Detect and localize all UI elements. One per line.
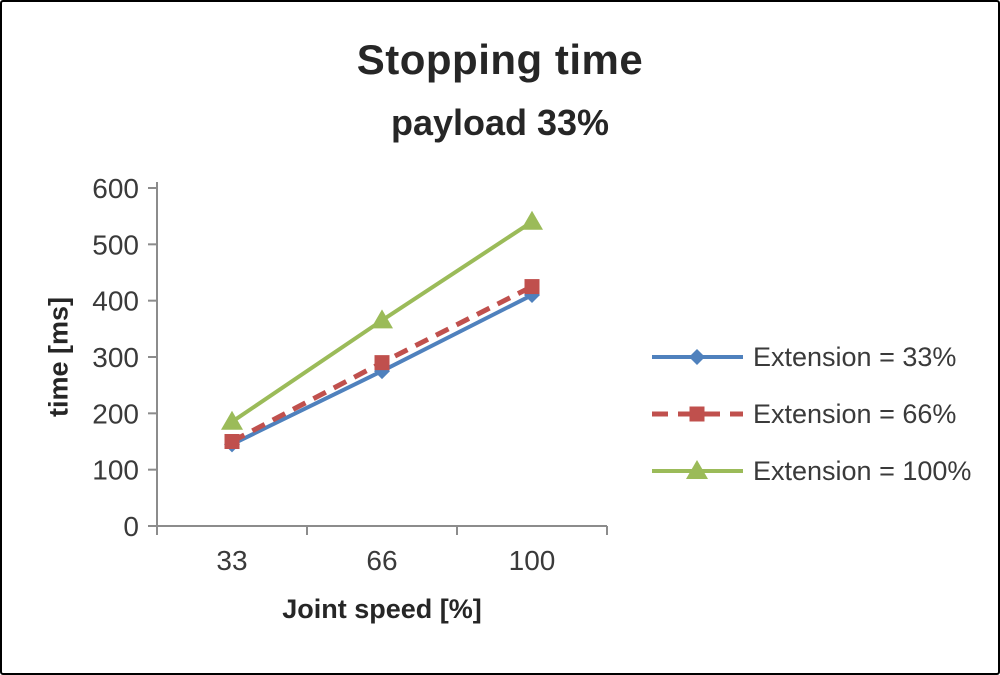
chart-title: Stopping time — [356, 36, 644, 83]
x-axis-title: Joint speed [%] — [282, 594, 482, 624]
y-tick-label: 200 — [92, 398, 139, 429]
chart-subtitle: payload 33% — [390, 102, 610, 143]
series-marker-square-icon — [224, 434, 240, 449]
legend-label: Extension = 100% — [753, 455, 972, 486]
x-tick-label: 33 — [216, 545, 247, 576]
legend-label: Extension = 33% — [753, 341, 957, 372]
y-tick-label: 300 — [92, 342, 139, 373]
y-tick-label: 100 — [92, 455, 139, 486]
legend-sample-square-icon — [652, 406, 743, 422]
series-marker-diamond-icon — [689, 349, 705, 365]
y-axis-title: time [ms] — [43, 296, 74, 418]
series-marker-triangle-icon — [371, 309, 393, 329]
series-marker-triangle-icon — [686, 460, 708, 479]
legend-item: Extension = 100% — [650, 454, 971, 488]
y-tick-label: 600 — [92, 173, 139, 204]
y-tick-label: 500 — [92, 229, 139, 260]
legend-item: Extension = 33% — [650, 340, 971, 374]
series-marker-square-icon — [689, 406, 705, 422]
legend-label: Extension = 66% — [753, 398, 957, 429]
legend-sample-triangle-icon — [652, 460, 743, 479]
series-marker-square-icon — [524, 279, 540, 295]
series-marker-triangle-icon — [221, 410, 243, 430]
series-marker-triangle-icon — [521, 210, 543, 230]
legend: Extension = 33% Extension = 66% Extensio… — [650, 340, 971, 488]
legend-sample-diamond-icon — [652, 349, 743, 365]
x-tick-label: 66 — [366, 545, 397, 576]
series-marker-square-icon — [374, 355, 390, 371]
y-tick-label: 400 — [92, 286, 139, 317]
legend-item: Extension = 66% — [650, 397, 971, 431]
y-tick-label: 0 — [123, 511, 139, 542]
x-tick-label: 100 — [509, 545, 556, 576]
